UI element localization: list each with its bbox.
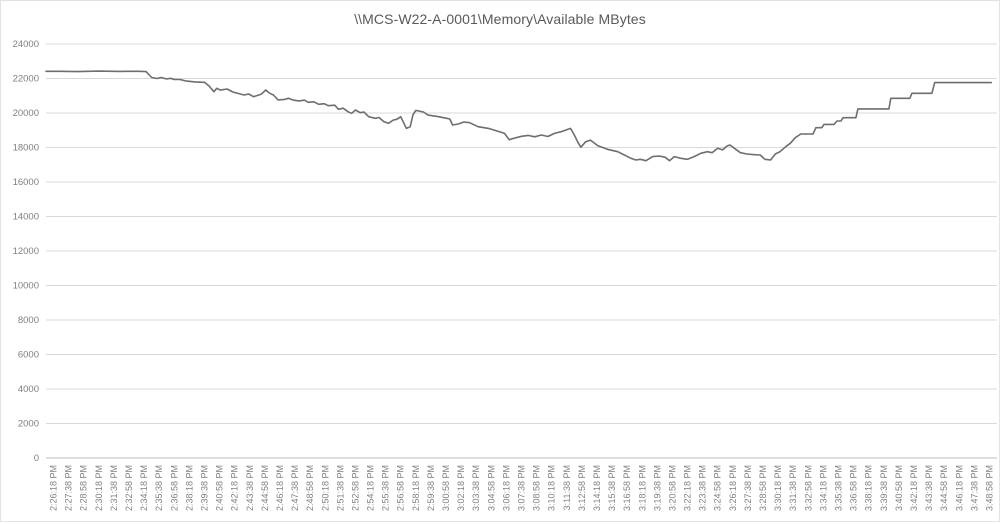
chart-title: \\MCS-W22-A-0001\Memory\Available MBytes	[354, 11, 646, 27]
x-tick-label: 3:06:18 PM	[501, 465, 511, 511]
y-tick-label: 0	[34, 453, 39, 464]
x-tick-label: 3:04:58 PM	[486, 465, 496, 511]
x-tick-label: 2:59:38 PM	[426, 465, 436, 511]
x-tick-label: 2:46:18 PM	[275, 465, 285, 511]
x-tick-label: 3:38:18 PM	[864, 465, 874, 511]
x-tick-label: 2:47:38 PM	[290, 465, 300, 511]
x-tick-label: 3:43:38 PM	[924, 465, 934, 511]
x-tick-label: 2:30:18 PM	[94, 465, 104, 511]
x-tick-label: 3:27:38 PM	[743, 465, 753, 511]
x-tick-label: 2:40:58 PM	[215, 465, 225, 511]
x-tick-label: 3:14:18 PM	[592, 465, 602, 511]
x-tick-label: 3:46:18 PM	[954, 465, 964, 511]
x-tick-label: 2:38:18 PM	[184, 465, 194, 511]
x-tick-label: 2:56:58 PM	[396, 465, 406, 511]
y-tick-label: 18000	[13, 143, 39, 154]
series-line-available-mbytes	[45, 70, 993, 162]
x-tick-label: 3:15:38 PM	[607, 465, 617, 511]
y-tick-label: 24000	[13, 39, 39, 50]
x-tick-label: 2:36:58 PM	[169, 465, 179, 511]
x-tick-label: 3:18:18 PM	[637, 465, 647, 511]
x-tick-label: 2:42:18 PM	[230, 465, 240, 511]
x-tick-label: 3:42:18 PM	[909, 465, 919, 511]
x-tick-label: 3:39:38 PM	[879, 465, 889, 511]
x-tick-label: 3:22:18 PM	[683, 465, 693, 511]
y-tick-label: 16000	[13, 177, 39, 188]
x-tick-label: 3:47:38 PM	[969, 465, 979, 511]
x-tick-label: 3:28:58 PM	[758, 465, 768, 511]
x-tick-label: 2:26:18 PM	[49, 465, 59, 511]
x-tick-label: 3:26:18 PM	[728, 465, 738, 511]
y-tick-label: 22000	[13, 74, 39, 85]
x-tick-label: 3:44:58 PM	[939, 465, 949, 511]
x-tick-label: 3:31:38 PM	[788, 465, 798, 511]
x-tick-label: 3:36:58 PM	[849, 465, 859, 511]
x-tick-label: 2:39:38 PM	[200, 465, 210, 511]
x-tick-label: 3:03:38 PM	[471, 465, 481, 511]
x-tick-label: 3:07:38 PM	[517, 465, 527, 511]
x-tick-label: 3:32:58 PM	[803, 465, 813, 511]
y-tick-label: 4000	[18, 384, 39, 395]
x-tick-label: 2:34:18 PM	[139, 465, 149, 511]
x-tick-label: 2:28:58 PM	[79, 465, 89, 511]
x-tick-label: 3:30:18 PM	[773, 465, 783, 511]
x-tick-label: 3:40:58 PM	[894, 465, 904, 511]
x-tick-label: 2:54:18 PM	[366, 465, 376, 511]
x-tick-label: 3:19:38 PM	[652, 465, 662, 511]
y-tick-label: 20000	[13, 108, 39, 119]
x-tick-label: 2:31:38 PM	[109, 465, 119, 511]
y-tick-label: 12000	[13, 246, 39, 257]
x-tick-label: 2:52:58 PM	[350, 465, 360, 511]
x-tick-label: 3:02:18 PM	[456, 465, 466, 511]
x-tick-label: 2:51:38 PM	[335, 465, 345, 511]
x-tick-label: 2:50:18 PM	[320, 465, 330, 511]
x-tick-label: 3:20:58 PM	[667, 465, 677, 511]
x-tick-label: 2:48:58 PM	[305, 465, 315, 511]
x-tick-label: 2:58:18 PM	[411, 465, 421, 511]
x-tick-label: 2:44:58 PM	[260, 465, 270, 511]
x-tick-label: 2:32:58 PM	[124, 465, 134, 511]
x-tick-label: 2:27:38 PM	[64, 465, 74, 511]
x-tick-label: 3:34:18 PM	[818, 465, 828, 511]
y-tick-label: 14000	[13, 212, 39, 223]
y-tick-label: 10000	[13, 281, 39, 292]
x-tick-label: 3:35:38 PM	[834, 465, 844, 511]
x-tick-label: 3:11:38 PM	[562, 465, 572, 510]
x-tick-label: 3:10:18 PM	[547, 465, 557, 511]
x-tick-label: 3:16:58 PM	[622, 465, 632, 511]
y-tick-label: 8000	[18, 315, 39, 326]
x-tick-label: 2:55:38 PM	[381, 465, 391, 511]
x-tick-label: 2:35:38 PM	[154, 465, 164, 511]
x-tick-label: 3:12:58 PM	[577, 465, 587, 511]
x-tick-label: 3:48:58 PM	[984, 465, 994, 511]
x-tick-label: 3:08:58 PM	[532, 465, 542, 511]
y-tick-label: 2000	[18, 419, 39, 430]
x-tick-label: 2:43:38 PM	[245, 465, 255, 511]
x-tick-label: 3:24:58 PM	[713, 465, 723, 511]
x-tick-label: 3:00:58 PM	[441, 465, 451, 511]
x-tick-label: 3:23:38 PM	[698, 465, 708, 511]
y-tick-label: 6000	[18, 350, 39, 361]
